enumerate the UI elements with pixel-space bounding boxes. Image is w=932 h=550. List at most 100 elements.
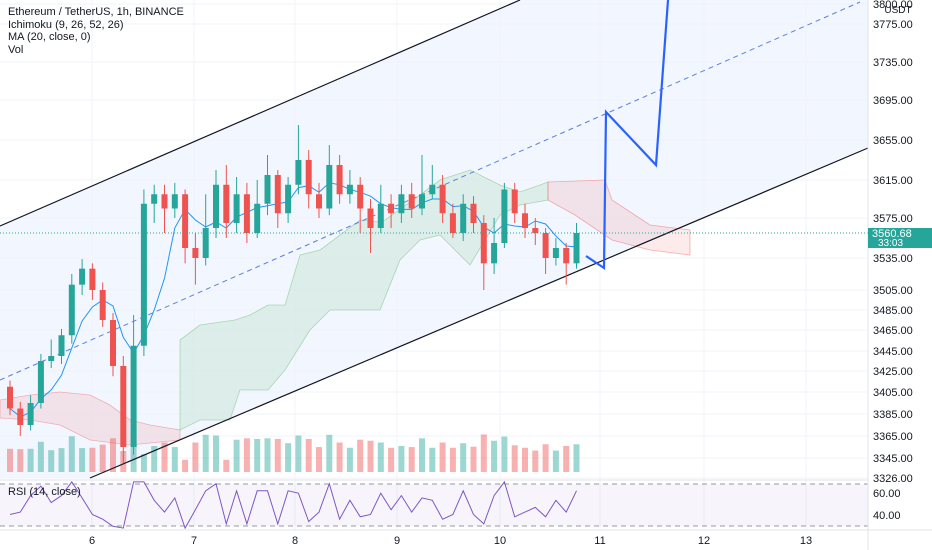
candle[interactable]	[367, 199, 374, 253]
candle[interactable]	[522, 203, 528, 238]
price-tick-label: 3775.00	[873, 19, 913, 31]
candle[interactable]	[37, 354, 44, 409]
candle[interactable]	[449, 203, 456, 238]
candle[interactable]	[79, 259, 86, 295]
candle[interactable]	[408, 182, 415, 218]
price-label-countdown: 33:03	[878, 238, 903, 249]
volume-legend[interactable]: Vol	[8, 43, 24, 56]
candle-body	[140, 203, 147, 346]
candle[interactable]	[573, 223, 580, 269]
candle[interactable]	[470, 196, 477, 233]
candle[interactable]	[151, 184, 158, 223]
projection-path[interactable]	[585, 0, 670, 271]
candle[interactable]	[398, 184, 405, 223]
volume-bar	[48, 450, 55, 472]
candle[interactable]	[511, 182, 518, 223]
volume-bar	[357, 439, 364, 472]
volume-bar	[233, 439, 240, 472]
candle-body	[552, 248, 559, 258]
candle[interactable]	[233, 177, 240, 233]
candle[interactable]	[223, 165, 230, 238]
candle[interactable]	[295, 125, 302, 195]
volume-bar	[79, 448, 86, 472]
candle[interactable]	[460, 194, 467, 241]
candle[interactable]	[274, 170, 281, 228]
time-tick-label: 8	[292, 535, 298, 547]
channel-lower-line[interactable]	[89, 147, 869, 479]
candle[interactable]	[326, 145, 333, 216]
volume-bar	[17, 449, 24, 472]
candle[interactable]	[357, 177, 364, 233]
candle[interactable]	[68, 274, 75, 344]
candle-body	[202, 228, 209, 258]
price-tick-label: 3445.00	[873, 346, 913, 358]
candle-body	[573, 233, 580, 264]
candle[interactable]	[140, 189, 147, 357]
ichimoku-legend[interactable]: Ichimoku (9, 26, 52, 26)	[8, 18, 124, 31]
candle[interactable]	[563, 243, 570, 285]
price-tick-label: 3345.00	[873, 453, 913, 465]
symbol-title[interactable]: Ethereum / TetherUS, 1h, BINANCE	[8, 6, 184, 18]
candle[interactable]	[254, 180, 261, 238]
price-axis[interactable]: 3326.00 3345.00 3365.00 3385.00 3405.00 3425.…	[873, 0, 913, 485]
time-tick-label: 6	[89, 535, 95, 547]
candle[interactable]	[285, 177, 292, 223]
candle[interactable]	[377, 184, 384, 233]
candle[interactable]	[89, 263, 96, 300]
candle-body	[254, 203, 261, 233]
candle[interactable]	[27, 395, 34, 431]
candle-body	[357, 184, 364, 209]
candle-body	[398, 194, 405, 214]
volume-bar	[501, 436, 508, 472]
price-tick-label: 3575.00	[873, 213, 913, 225]
candle[interactable]	[213, 170, 219, 238]
candle[interactable]	[532, 218, 539, 245]
candle[interactable]	[161, 184, 168, 233]
candle[interactable]	[192, 233, 199, 285]
rsi-legend[interactable]: RSI (14, close)	[8, 486, 81, 498]
candle[interactable]	[202, 194, 209, 266]
price-tick-label: 3485.00	[873, 305, 913, 317]
time-axis[interactable]: 6 7 8 9 10 11 12 13	[89, 535, 812, 547]
candle[interactable]	[58, 329, 65, 364]
ma-legend[interactable]: MA (20, close, 0)	[8, 31, 91, 43]
candle[interactable]	[501, 182, 508, 248]
volume-bar	[326, 434, 333, 472]
candle[interactable]	[110, 313, 116, 377]
candle[interactable]	[99, 282, 106, 327]
candle-body	[470, 203, 477, 223]
candle[interactable]	[388, 194, 395, 228]
candle[interactable]	[7, 380, 13, 416]
price-tick-label: 3735.00	[873, 57, 913, 69]
candle[interactable]	[491, 218, 498, 274]
candle[interactable]	[305, 150, 312, 209]
candle[interactable]	[439, 175, 446, 223]
price-tick-label: 3695.00	[873, 95, 913, 107]
candle[interactable]	[346, 170, 353, 204]
channel-upper-line[interactable]	[0, 0, 521, 227]
candle[interactable]	[419, 155, 425, 216]
candle[interactable]	[182, 189, 189, 264]
price-tick-label: 3800.00	[873, 0, 913, 11]
price-tick-label: 3535.00	[873, 253, 913, 265]
candle[interactable]	[542, 228, 549, 274]
candle[interactable]	[130, 315, 137, 455]
volume-bar	[89, 447, 96, 472]
candle-body	[264, 175, 271, 204]
candle-body	[130, 345, 137, 447]
candle[interactable]	[316, 182, 322, 218]
candle[interactable]	[171, 182, 178, 218]
candle-body	[213, 184, 219, 228]
candle[interactable]	[552, 238, 559, 266]
candle[interactable]	[336, 155, 343, 204]
candle-body	[491, 243, 498, 264]
candle[interactable]	[120, 356, 127, 464]
candle[interactable]	[429, 165, 436, 199]
candle[interactable]	[480, 215, 487, 290]
candle[interactable]	[48, 339, 55, 368]
volume-bar	[264, 438, 271, 472]
candle-body	[161, 194, 168, 209]
candle[interactable]	[264, 155, 271, 216]
candle[interactable]	[17, 401, 24, 436]
